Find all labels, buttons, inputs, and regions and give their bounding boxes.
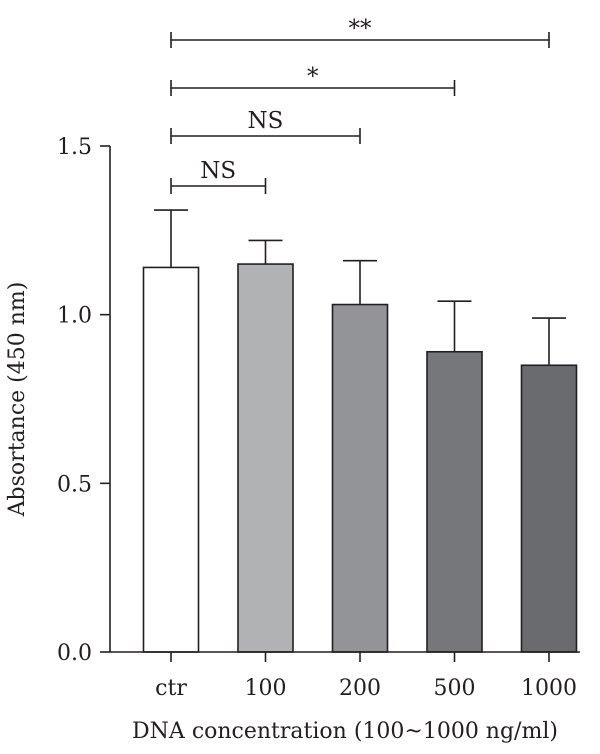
x-ticks: ctr 100 200 500 1000 (155, 652, 577, 701)
bar-100 (237, 263, 294, 653)
significance-label: * (307, 64, 319, 90)
axes (109, 146, 580, 653)
y-tick-label: 1.5 (57, 135, 92, 160)
y-ticks: 0.0 0.5 1.0 1.5 (57, 135, 110, 666)
x-tick-label: 500 (434, 676, 476, 701)
significance-label: ** (349, 16, 373, 42)
bar-200 (331, 303, 389, 653)
y-tick-label: 0.5 (57, 472, 92, 497)
y-axis-label: Absortance (450 nm) (5, 282, 30, 518)
bars (142, 209, 578, 653)
significance-label: NS (248, 108, 284, 134)
x-tick-label: 200 (339, 676, 381, 701)
x-axis-label: DNA concentration (100~1000 ng/ml) (132, 719, 558, 744)
x-tick-label: 100 (245, 676, 287, 701)
x-tick-label: 1000 (521, 676, 577, 701)
significance-label: NS (200, 158, 236, 184)
bar-ctr (142, 266, 200, 653)
y-tick-label: 0.0 (57, 641, 92, 666)
x-tick-label: ctr (155, 676, 187, 701)
bar-500 (426, 350, 483, 653)
y-tick-label: 1.0 (57, 304, 92, 329)
bar-1000 (520, 364, 578, 653)
